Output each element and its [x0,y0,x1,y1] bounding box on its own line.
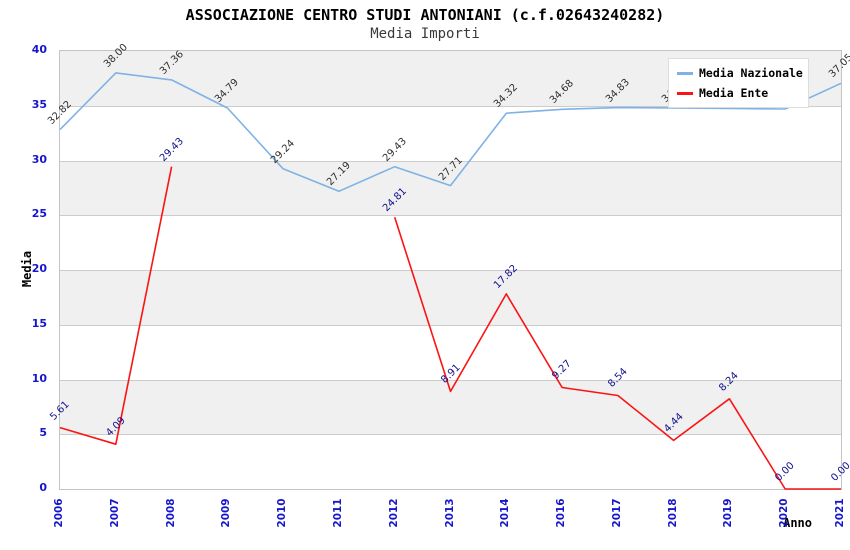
x-tick-label: 2009 [220,498,233,528]
series-line-media-ente [59,166,173,446]
legend-item: Media Nazionale [677,66,803,80]
y-tick-label: 40 [31,43,47,56]
plot-band [60,215,841,270]
x-tick-label: 2010 [276,498,289,528]
x-tick-label: 2006 [53,498,65,528]
gridline [60,270,841,271]
gridline [60,215,841,216]
chart-title: ASSOCIAZIONE CENTRO STUDI ANTONIANI (c.f… [185,6,665,24]
legend-line-swatch-icon [677,91,693,95]
x-tick-label: 2019 [722,498,735,528]
x-tick-label: 2016 [555,498,568,528]
x-tick-label: 2007 [108,498,121,528]
legend-item-label: Media Nazionale [699,66,803,80]
y-tick-label: 0 [39,481,47,494]
gridline [60,325,841,326]
plot-band [60,434,841,489]
gridline [60,161,841,162]
plot-area [59,50,842,490]
x-tick-label: 2011 [331,498,344,528]
y-tick-label: 35 [31,97,47,111]
y-tick-label: 10 [31,371,47,385]
x-tick-label: 2014 [499,498,512,528]
x-tick-label: 2017 [610,498,623,528]
gridline [60,380,841,381]
series-line-media-nazionale [59,72,842,193]
plot-band [60,379,841,435]
y-tick-label: 20 [31,262,47,275]
x-tick-label: 2013 [443,498,456,528]
x-tick-label: 2018 [666,498,679,528]
x-axis-title: Anno [783,516,812,530]
series-lines [59,72,842,490]
legend: Media Nazionale Media Ente [668,58,809,108]
y-tick-label: 25 [31,207,47,221]
legend-line-swatch-icon [677,71,693,75]
plot-band [60,160,841,216]
plot-band [60,324,841,380]
plot-band [60,105,841,161]
x-tick-label: 2012 [387,498,400,528]
x-tick-label: 2008 [164,498,177,528]
y-tick-label: 15 [31,316,47,330]
legend-item: Media Ente [677,86,800,100]
x-tick-label: 2020 [778,498,791,528]
series-line-media-ente [393,217,841,490]
plot-band [60,270,841,325]
x-tick-label: 2021 [834,498,846,528]
y-tick-label: 5 [39,426,47,440]
chart-subtitle: Media Importi [370,26,480,42]
legend-item-label: Media Ente [699,86,769,100]
y-tick-label: 30 [31,152,47,166]
gridline [60,434,841,435]
gridline [60,106,841,107]
